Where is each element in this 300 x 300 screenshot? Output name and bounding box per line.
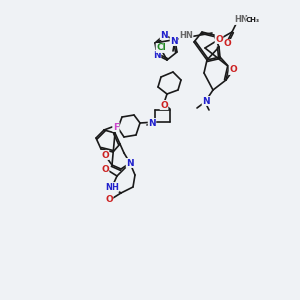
Text: NH: NH	[105, 182, 119, 191]
Text: N: N	[148, 118, 156, 127]
Text: Cl: Cl	[156, 44, 166, 52]
Text: O: O	[101, 164, 109, 173]
Text: N: N	[153, 50, 161, 59]
Text: O: O	[223, 40, 231, 49]
Text: N: N	[126, 158, 134, 167]
Text: HN: HN	[179, 32, 193, 40]
Text: F: F	[113, 122, 119, 131]
Text: O: O	[215, 34, 223, 43]
Text: N: N	[170, 37, 178, 46]
Text: O: O	[105, 196, 113, 205]
Text: N: N	[160, 31, 168, 40]
Text: N: N	[202, 97, 210, 106]
Text: O: O	[229, 65, 237, 74]
Text: CH₃: CH₃	[246, 17, 260, 23]
Text: HN: HN	[234, 16, 248, 25]
Text: O: O	[101, 151, 109, 160]
Text: O: O	[160, 100, 168, 109]
